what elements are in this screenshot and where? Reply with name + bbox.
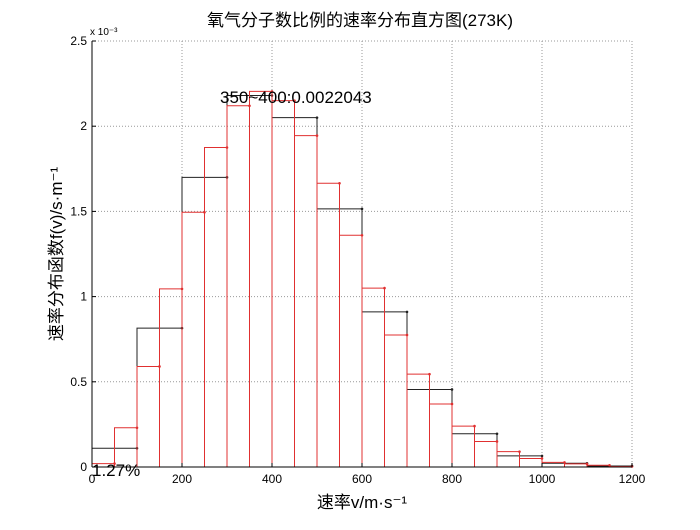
- bar-marker: [540, 454, 544, 458]
- bar-marker: [360, 233, 364, 237]
- histogram-bar: [294, 135, 318, 467]
- chart-title: 氧气分子数比例的速率分布直方图(273K): [207, 11, 513, 30]
- histogram-bar: [384, 334, 408, 467]
- bar-marker: [585, 462, 589, 466]
- y-tick-label: 1: [80, 290, 87, 304]
- bars: [91, 90, 634, 468]
- x-tick-label: 400: [262, 472, 282, 486]
- histogram-bar: [451, 425, 475, 467]
- bar-marker: [383, 286, 386, 290]
- bar-marker: [450, 388, 454, 391]
- y-tick-label: 1.5: [70, 204, 87, 218]
- x-tick-label: 200: [172, 472, 192, 486]
- histogram-bar: [429, 403, 453, 467]
- bar-marker: [360, 207, 364, 211]
- bar-marker: [608, 463, 611, 467]
- histogram-bar: [339, 234, 363, 467]
- histogram-bar: [159, 288, 183, 467]
- annotation-percent: 1.27%: [92, 461, 140, 480]
- y-tick-label: 2.5: [70, 34, 87, 48]
- y-axis-label: 速率分布函数f(v)/s·m⁻¹: [47, 167, 66, 342]
- histogram-bar: [271, 100, 295, 467]
- bar-marker: [473, 424, 476, 428]
- x-axis-label: 速率v/m·s⁻¹: [317, 493, 408, 512]
- bar-marker: [450, 402, 454, 406]
- bar-marker: [518, 450, 521, 453]
- y-tick-label: 2: [80, 119, 87, 133]
- histogram-bar: [474, 440, 498, 467]
- bar-marker: [495, 432, 499, 436]
- y-tick-label: 0.5: [70, 375, 87, 389]
- bar-marker: [428, 372, 431, 376]
- axes: 0 200 400 600 800 1000 1200 0 0.5 1 1.5 2 2.5: [70, 34, 645, 486]
- y-exponent-label: x 10⁻³: [90, 27, 118, 38]
- histogram-bar: [316, 182, 340, 467]
- histogram-bar: [249, 90, 273, 467]
- x-tick-label: 0: [89, 472, 96, 486]
- bar-marker: [495, 440, 499, 443]
- bar-marker: [540, 457, 544, 460]
- histogram-bar: [519, 457, 543, 467]
- bar-marker: [405, 310, 409, 314]
- bar-marker: [338, 181, 341, 185]
- x-tick-label: 600: [352, 472, 372, 486]
- histogram-bar: [181, 211, 205, 467]
- histogram-bar: [361, 287, 385, 467]
- bar-marker: [315, 134, 319, 137]
- bar-marker: [293, 99, 296, 102]
- histogram-bar: [204, 147, 228, 467]
- x-tick-label: 1200: [619, 472, 646, 486]
- annotation-peak: 350~400:0.0022043: [220, 88, 372, 107]
- bar-marker: [405, 333, 409, 337]
- bar-marker: [270, 90, 274, 93]
- histogram-bar: [406, 373, 430, 467]
- x-tick-label: 1000: [529, 472, 556, 486]
- y-tick-label: 0: [80, 460, 87, 474]
- histogram-bar: [496, 451, 520, 467]
- histogram-bar: [226, 105, 250, 467]
- x-tick-label: 800: [442, 472, 462, 486]
- bar-marker: [315, 116, 319, 119]
- bar-marker: [563, 461, 566, 464]
